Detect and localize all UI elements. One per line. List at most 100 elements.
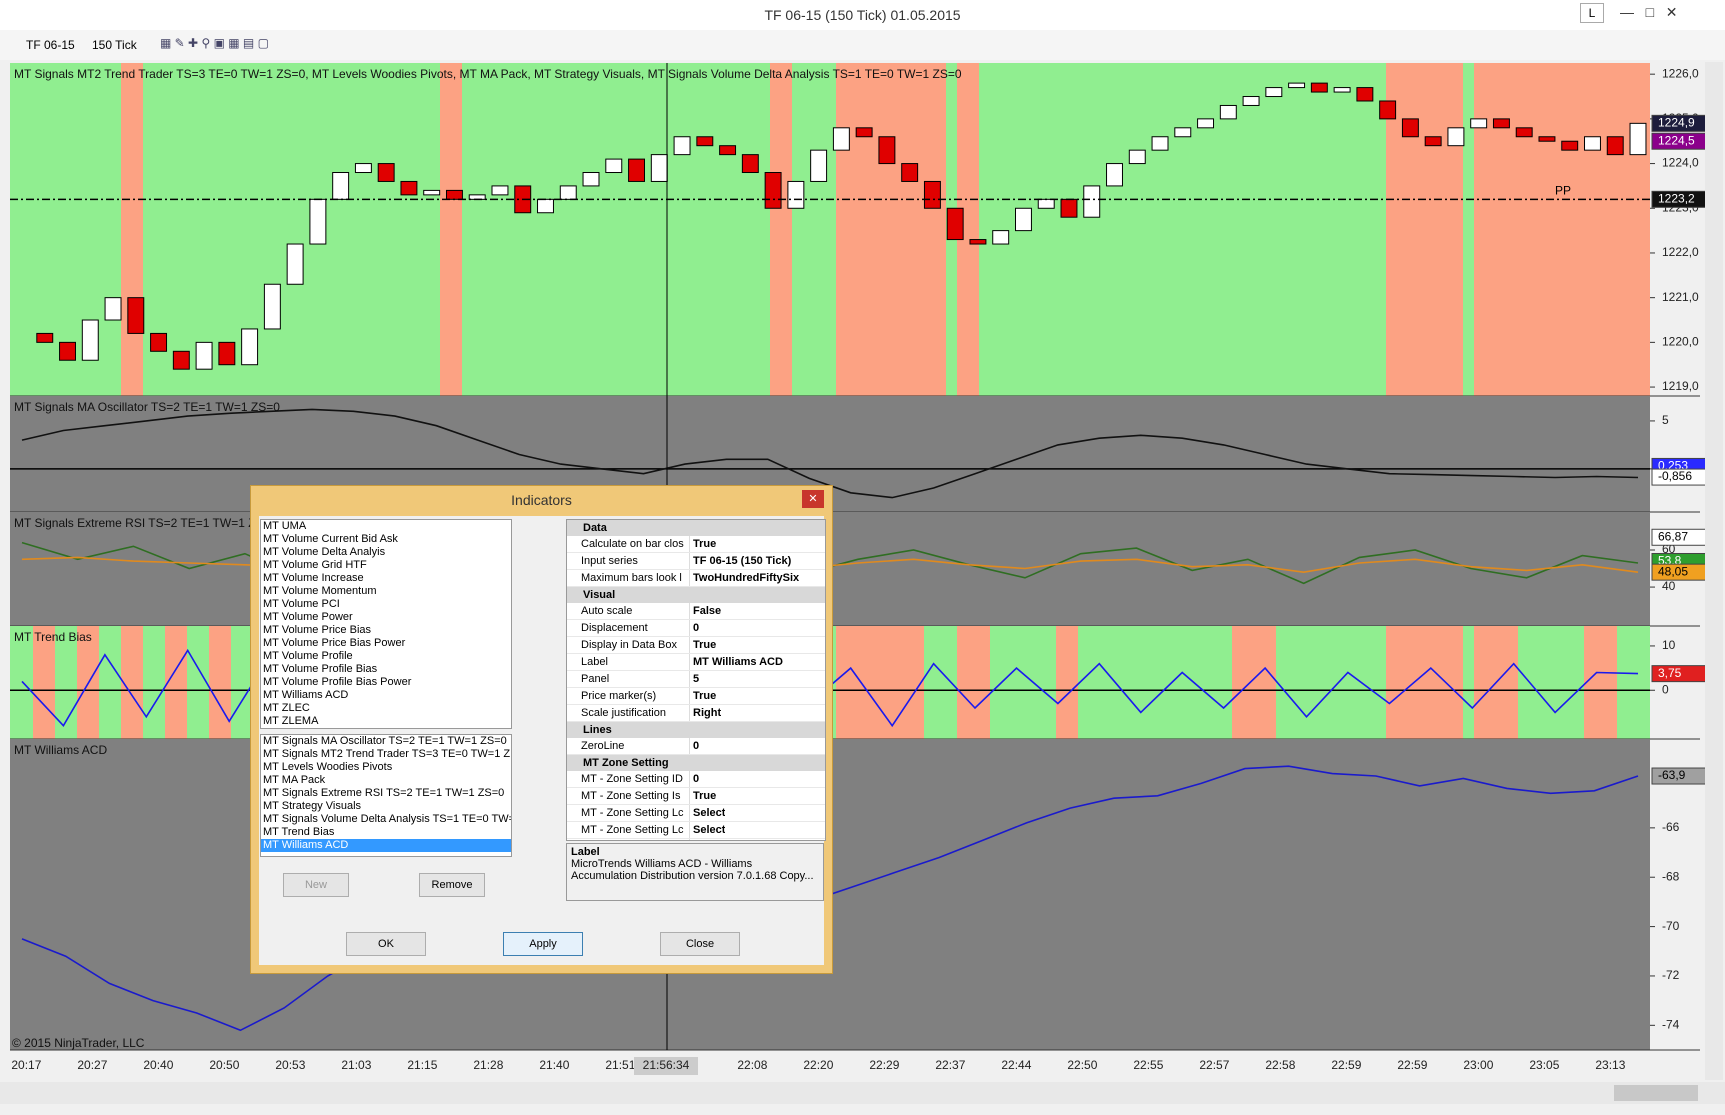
property-name[interactable]: ZeroLine bbox=[567, 738, 690, 754]
candle bbox=[719, 145, 737, 156]
candle bbox=[1014, 207, 1032, 232]
property-value[interactable]: False bbox=[693, 605, 722, 617]
property-row[interactable]: Auto scale False bbox=[567, 603, 825, 620]
property-name[interactable]: Label bbox=[567, 654, 690, 670]
remove-button[interactable]: Remove bbox=[419, 873, 485, 897]
applied-item[interactable]: MT Signals MA Oscillator TS=2 TE=1 TW=1 … bbox=[263, 735, 507, 747]
indicator-item[interactable]: MT Volume Price Bias Power bbox=[263, 637, 406, 649]
indicator-item[interactable]: MT UMA bbox=[263, 520, 307, 532]
applied-item[interactable]: MT Signals Extreme RSI TS=2 TE=1 TW=1 ZS… bbox=[263, 787, 505, 799]
indicator-item[interactable]: MT ZLEMA bbox=[263, 715, 319, 727]
indicator-item[interactable]: MT Volume Current Bid Ask bbox=[263, 533, 398, 545]
price-marker-label: 1224,9 bbox=[1658, 116, 1695, 130]
indicator-item[interactable]: MT Williams ACD bbox=[263, 689, 349, 701]
property-row[interactable]: Label MT Williams ACD bbox=[567, 654, 825, 671]
property-value[interactable]: 0 bbox=[693, 622, 700, 634]
property-category[interactable]: MT Zone Setting bbox=[567, 755, 825, 771]
signal-band bbox=[1232, 626, 1276, 739]
property-row[interactable]: MT - Zone Setting Lc Select bbox=[567, 822, 825, 839]
applied-item[interactable]: MT Strategy Visuals bbox=[263, 800, 362, 812]
property-row[interactable]: Calculate on bar clos True bbox=[567, 536, 825, 553]
indicator-item[interactable]: MT Volume Increase bbox=[263, 572, 364, 584]
property-name[interactable]: Display in Data Box bbox=[567, 637, 690, 653]
property-value[interactable]: TwoHundredFiftySix bbox=[693, 572, 800, 584]
property-name[interactable]: Auto scale bbox=[567, 603, 690, 619]
indicator-item[interactable]: MT Volume Profile Bias Power bbox=[263, 676, 412, 688]
ok-button[interactable]: OK bbox=[346, 932, 426, 956]
new-button[interactable]: New bbox=[283, 873, 349, 897]
property-name[interactable]: MT - Zone Setting ID bbox=[567, 771, 690, 787]
applied-item[interactable]: MT Williams ACD bbox=[261, 839, 511, 852]
property-value[interactable]: TF 06-15 (150 Tick) bbox=[693, 555, 792, 567]
indicator-item[interactable]: MT Volume Delta Analyis bbox=[263, 546, 386, 558]
property-name[interactable]: Price marker(s) bbox=[567, 688, 690, 704]
instrument-selector[interactable]: TF 06-15 bbox=[26, 38, 75, 52]
property-row[interactable]: MT - Zone Setting Is True bbox=[567, 788, 825, 805]
indicator-item[interactable]: MT Volume Momentum bbox=[263, 585, 377, 597]
indicator-item[interactable]: MT Volume Price Bias bbox=[263, 624, 372, 636]
property-name[interactable]: Input series bbox=[567, 553, 690, 569]
dialog-close[interactable]: ✕ bbox=[802, 490, 824, 508]
property-row[interactable]: MT - Zone Setting ID 0 bbox=[567, 771, 825, 788]
property-category[interactable]: Visual bbox=[567, 587, 825, 603]
applied-item[interactable]: MT Trend Bias bbox=[263, 826, 335, 838]
property-value[interactable]: MT Williams ACD bbox=[693, 656, 783, 668]
property-value[interactable]: Right bbox=[693, 707, 722, 719]
indicator-item[interactable]: MT ZLEC bbox=[263, 702, 310, 714]
property-value[interactable]: Select bbox=[693, 824, 726, 836]
property-category[interactable]: Lines bbox=[567, 722, 825, 738]
property-row[interactable]: Price marker(s) True bbox=[567, 688, 825, 705]
property-category[interactable]: Data bbox=[567, 520, 825, 536]
property-row[interactable]: MT - Zone Setting Lc Select bbox=[567, 805, 825, 822]
candle bbox=[400, 180, 418, 196]
property-name[interactable]: Panel bbox=[567, 671, 690, 687]
indicator-item[interactable]: MT Volume Power bbox=[263, 611, 353, 623]
property-row[interactable]: MT - Zone Setting Na bbox=[567, 839, 825, 840]
property-value[interactable]: Select bbox=[693, 807, 726, 819]
property-name[interactable]: Scale justification bbox=[567, 705, 690, 721]
window-button[interactable]: L bbox=[1580, 3, 1604, 23]
signal-band bbox=[957, 63, 979, 396]
applied-item[interactable]: MT MA Pack bbox=[263, 774, 326, 786]
x-tick-label: 22:57 bbox=[1199, 1058, 1229, 1072]
period-selector[interactable]: 150 Tick bbox=[92, 38, 137, 52]
indicator-item[interactable]: MT Volume Grid HTF bbox=[263, 559, 367, 571]
property-row[interactable]: Maximum bars look l TwoHundredFiftySix bbox=[567, 570, 825, 587]
property-name[interactable]: Calculate on bar clos bbox=[567, 536, 690, 552]
property-row[interactable]: Scale justification Right bbox=[567, 705, 825, 722]
indicator-item[interactable]: MT Volume PCI bbox=[263, 598, 340, 610]
property-value[interactable]: 5 bbox=[693, 673, 700, 685]
applied-item[interactable]: MT Signals Volume Delta Analysis TS=1 TE… bbox=[263, 813, 512, 825]
property-row[interactable]: Displacement 0 bbox=[567, 620, 825, 637]
property-name[interactable]: Maximum bars look l bbox=[567, 570, 690, 586]
property-value[interactable]: True bbox=[693, 690, 717, 702]
window-controls[interactable]: — □ ✕ bbox=[1620, 4, 1678, 20]
applied-item[interactable]: MT Levels Woodies Pivots bbox=[263, 761, 393, 773]
property-row[interactable]: Input series TF 06-15 (150 Tick) bbox=[567, 553, 825, 570]
candle bbox=[741, 154, 759, 174]
x-tick-label: 21:40 bbox=[539, 1058, 569, 1072]
property-name[interactable]: MT - Zone Setting Is bbox=[567, 788, 690, 804]
signal-band bbox=[1386, 63, 1463, 396]
property-row[interactable]: ZeroLine 0 bbox=[567, 738, 825, 755]
applied-item[interactable]: MT Signals MT2 Trend Trader TS=3 TE=0 TW… bbox=[263, 748, 511, 760]
property-name[interactable]: MT - Zone Setting Lc bbox=[567, 805, 690, 821]
property-name[interactable]: MT - Zone Setting Na bbox=[567, 839, 690, 840]
property-name[interactable]: Displacement bbox=[567, 620, 690, 636]
property-value[interactable]: 0 bbox=[693, 773, 700, 785]
property-value[interactable]: True bbox=[693, 790, 717, 802]
close-button[interactable]: Close bbox=[660, 932, 740, 956]
apply-button[interactable]: Apply bbox=[503, 932, 583, 956]
toolbar-icons[interactable]: ▦ ✎ ✚ ⚲ ▣ ▦ ▤ ▢ bbox=[160, 36, 269, 50]
property-value[interactable]: True bbox=[693, 538, 717, 550]
property-value[interactable]: 0 bbox=[693, 740, 700, 752]
property-value[interactable]: True bbox=[693, 639, 717, 651]
indicator-item[interactable]: MT Volume Profile bbox=[263, 650, 353, 662]
property-name[interactable]: MT - Zone Setting Lc bbox=[567, 822, 690, 838]
property-row[interactable]: Panel 5 bbox=[567, 671, 825, 688]
title-bar: TF 06-15 (150 Tick) 01.05.2015 L — □ ✕ bbox=[0, 0, 1725, 31]
indicator-item[interactable]: MT Volume Profile Bias bbox=[263, 663, 378, 675]
property-row[interactable]: Display in Data Box True bbox=[567, 637, 825, 654]
signal-band bbox=[121, 626, 143, 739]
